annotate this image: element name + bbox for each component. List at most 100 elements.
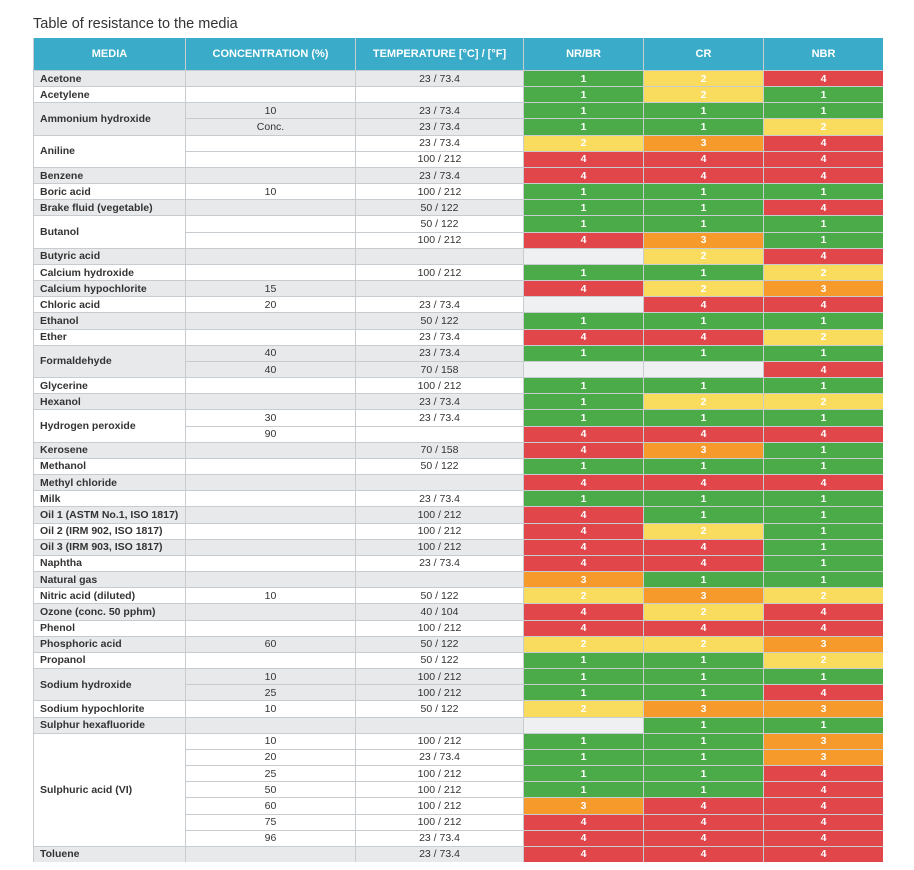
media-cell: Nitric acid (diluted) xyxy=(34,588,185,604)
rating-cell: 1 xyxy=(764,491,883,507)
temperature-cell: 50 / 122 xyxy=(356,701,523,717)
rating-cell: 1 xyxy=(524,71,643,87)
rating-cell: 1 xyxy=(644,458,763,475)
concentration-cell xyxy=(186,167,355,184)
rating-cell xyxy=(524,361,643,378)
media-cell: Glycerine xyxy=(34,378,185,394)
temperature-cell: 100 / 212 xyxy=(356,669,523,685)
temperature-cell xyxy=(356,87,523,103)
rating-cell: 2 xyxy=(524,135,643,151)
temperature-cell: 50 / 122 xyxy=(356,458,523,475)
rating-cell: 2 xyxy=(764,394,883,410)
concentration-cell xyxy=(186,378,355,394)
column-header: NR/BR xyxy=(524,38,643,70)
rating-cell: 2 xyxy=(764,264,883,281)
temperature-cell: 100 / 212 xyxy=(356,814,523,830)
rating-cell: 1 xyxy=(644,572,763,588)
temperature-cell: 100 / 212 xyxy=(356,523,523,539)
concentration-cell xyxy=(186,329,355,345)
rating-cell: 4 xyxy=(524,167,643,184)
concentration-cell xyxy=(186,264,355,281)
media-cell: Ammonium hydroxide xyxy=(34,103,185,135)
media-cell: Milk xyxy=(34,491,185,507)
rating-cell: 4 xyxy=(644,151,763,167)
media-cell: Butyric acid xyxy=(34,248,185,264)
media-cell: Acetylene xyxy=(34,87,185,103)
rating-cell: 4 xyxy=(644,814,763,830)
media-cell: Brake fluid (vegetable) xyxy=(34,200,185,216)
rating-cell: 4 xyxy=(764,846,883,862)
rating-cell: 2 xyxy=(644,636,763,652)
media-cell: Ethanol xyxy=(34,313,185,329)
temperature-cell: 100 / 212 xyxy=(356,733,523,749)
rating-cell: 1 xyxy=(524,669,643,685)
media-cell: Sodium hydroxide xyxy=(34,669,185,701)
column-header: MEDIA xyxy=(34,38,185,70)
rating-cell: 2 xyxy=(764,588,883,604)
rating-cell: 1 xyxy=(764,442,883,458)
rating-cell: 4 xyxy=(764,782,883,798)
media-cell: Ether xyxy=(34,329,185,345)
temperature-cell: 50 / 122 xyxy=(356,652,523,669)
rating-cell: 1 xyxy=(644,507,763,523)
rating-cell: 1 xyxy=(764,216,883,232)
temperature-cell: 23 / 73.4 xyxy=(356,555,523,572)
rating-cell: 4 xyxy=(524,426,643,442)
media-cell: Hydrogen peroxide xyxy=(34,410,185,442)
rating-cell: 1 xyxy=(644,669,763,685)
temperature-cell xyxy=(356,572,523,588)
rating-cell: 1 xyxy=(524,491,643,507)
temperature-cell: 23 / 73.4 xyxy=(356,135,523,151)
rating-cell: 1 xyxy=(764,507,883,523)
rating-cell: 4 xyxy=(764,167,883,184)
rating-cell: 3 xyxy=(644,442,763,458)
rating-cell: 1 xyxy=(644,652,763,669)
rating-cell: 4 xyxy=(524,329,643,345)
media-cell: Phosphoric acid xyxy=(34,636,185,652)
rating-cell: 4 xyxy=(524,814,643,830)
media-cell: Oil 3 (IRM 903, ISO 1817) xyxy=(34,539,185,555)
rating-cell: 4 xyxy=(524,604,643,620)
concentration-cell: 60 xyxy=(186,636,355,652)
temperature-cell: 100 / 212 xyxy=(356,232,523,248)
concentration-cell xyxy=(186,846,355,862)
temperature-cell: 50 / 122 xyxy=(356,636,523,652)
temperature-cell xyxy=(356,426,523,442)
temperature-cell: 23 / 73.4 xyxy=(356,846,523,862)
rating-cell: 2 xyxy=(644,248,763,264)
rating-cell: 4 xyxy=(524,232,643,248)
rating-cell: 1 xyxy=(524,345,643,361)
concentration-cell: 25 xyxy=(186,766,355,782)
rating-cell: 1 xyxy=(524,200,643,216)
rating-cell: 2 xyxy=(764,329,883,345)
rating-cell: 1 xyxy=(524,733,643,749)
rating-cell: 3 xyxy=(644,135,763,151)
rating-cell: 4 xyxy=(644,475,763,491)
rating-cell: 4 xyxy=(764,814,883,830)
rating-cell xyxy=(524,297,643,313)
media-cell: Calcium hypochlorite xyxy=(34,281,185,297)
concentration-cell xyxy=(186,652,355,669)
rating-cell: 4 xyxy=(764,297,883,313)
rating-cell: 4 xyxy=(644,846,763,862)
media-cell: Naphtha xyxy=(34,555,185,572)
rating-cell: 1 xyxy=(764,87,883,103)
rating-cell: 2 xyxy=(644,281,763,297)
rating-cell: 1 xyxy=(644,200,763,216)
concentration-cell xyxy=(186,572,355,588)
concentration-cell: 75 xyxy=(186,814,355,830)
rating-cell: 2 xyxy=(524,588,643,604)
rating-cell: 4 xyxy=(764,200,883,216)
concentration-cell xyxy=(186,539,355,555)
rating-cell: 4 xyxy=(524,830,643,846)
rating-cell: 1 xyxy=(764,410,883,426)
rating-cell: 4 xyxy=(524,523,643,539)
temperature-cell: 23 / 73.4 xyxy=(356,749,523,765)
concentration-cell xyxy=(186,491,355,507)
rating-cell: 1 xyxy=(524,652,643,669)
rating-cell: 1 xyxy=(644,410,763,426)
rating-cell: 1 xyxy=(524,685,643,701)
rating-cell: 4 xyxy=(644,620,763,636)
temperature-cell: 100 / 212 xyxy=(356,782,523,798)
